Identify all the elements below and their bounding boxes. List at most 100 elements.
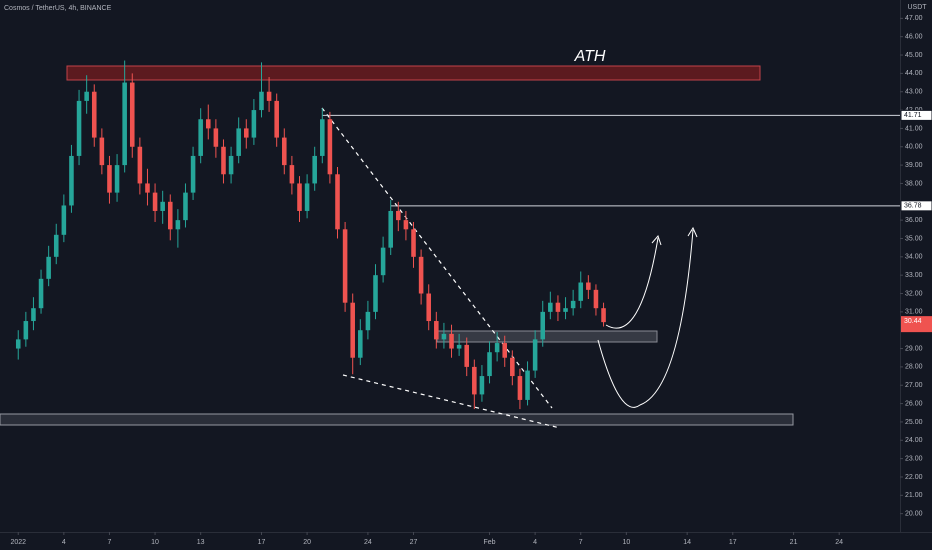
candle-body	[274, 100, 279, 138]
candle-body	[434, 321, 439, 340]
candle-body	[426, 293, 431, 322]
candle-body	[335, 174, 340, 230]
candle-body	[548, 302, 553, 312]
y-tick-label: 32.00	[905, 290, 923, 297]
candle-body	[129, 82, 135, 147]
candle-body	[221, 146, 226, 175]
y-tick-label: 31.00	[905, 309, 923, 316]
candle-body	[61, 205, 67, 235]
price-tag	[900, 200, 932, 212]
candle-body	[289, 165, 295, 184]
candle-body	[91, 91, 97, 138]
candle-body	[46, 256, 51, 279]
candle-body	[152, 192, 158, 211]
price-tag	[900, 109, 932, 121]
x-tick-label: 21	[790, 539, 798, 546]
y-tick-label: 44.00	[905, 70, 923, 77]
arrow-head	[687, 226, 698, 238]
y-tick-label: 27.00	[905, 382, 923, 389]
chart-title: Cosmos / TetherUS, 4h, BINANCE	[4, 5, 112, 12]
candle-body	[586, 282, 591, 290]
candle-body	[84, 91, 89, 101]
candle-body	[593, 289, 599, 309]
candle-body	[205, 119, 211, 129]
candle-body	[494, 343, 500, 353]
candle-body	[122, 82, 127, 166]
candle-body	[190, 155, 196, 193]
y-tick-label: 33.00	[905, 272, 923, 279]
y-tick-label: 38.00	[905, 180, 923, 187]
candle-body	[297, 183, 302, 211]
candle-body	[23, 321, 29, 340]
candle-body	[441, 333, 447, 340]
candle-body	[342, 229, 348, 303]
candle-body	[282, 137, 287, 166]
candle-body	[517, 376, 523, 400]
y-tick-label: 40.00	[905, 144, 923, 151]
candle-body	[563, 308, 568, 312]
x-tick-label: 24	[835, 539, 843, 546]
y-tick-label: 46.00	[905, 34, 923, 41]
y-tick-label: 45.00	[905, 52, 923, 59]
x-tick-label: 2022	[10, 539, 26, 546]
y-tick-label: 22.00	[905, 474, 923, 481]
y-tick-label: 21.00	[905, 492, 923, 499]
candle-body	[69, 155, 74, 206]
arrow-curve	[597, 229, 694, 408]
candle-body	[107, 165, 112, 193]
candle-body	[99, 137, 105, 166]
candle-body	[15, 339, 21, 349]
candle-body	[350, 302, 355, 358]
candle-body	[266, 91, 272, 101]
candle-body	[555, 302, 561, 312]
x-tick-label: 13	[197, 539, 205, 546]
candle-body	[525, 370, 530, 400]
ath-zone	[66, 65, 761, 81]
axis-unit: USDT	[907, 4, 927, 11]
candle-body	[145, 183, 150, 193]
candle-body	[456, 344, 462, 349]
candle-body	[373, 275, 378, 312]
price-tag-label: 41.71	[904, 112, 922, 119]
candle-body	[251, 110, 257, 138]
current-price-tag	[901, 316, 932, 333]
arrow-curve	[605, 237, 659, 329]
y-tick-label: 23.00	[905, 455, 923, 462]
y-tick-label: 47.00	[905, 15, 923, 22]
candle-body	[411, 229, 416, 257]
candle-body	[380, 247, 386, 276]
candle-body	[167, 201, 173, 230]
x-tick-label: 4	[533, 539, 537, 546]
y-tick-label: 35.00	[905, 235, 923, 242]
candle-body	[213, 128, 219, 147]
candle-body	[160, 201, 165, 211]
x-tick-label: 20	[303, 539, 311, 546]
candle-body	[403, 220, 409, 230]
candle-body	[487, 352, 492, 377]
x-tick-label: 27	[410, 539, 418, 546]
support-zone	[0, 413, 794, 426]
y-tick-label: 26.00	[905, 400, 923, 407]
candle-body	[114, 165, 120, 193]
candle-body	[183, 192, 188, 221]
candle-body	[304, 183, 310, 211]
y-tick-label: 43.00	[905, 89, 923, 96]
y-tick-label: 24.00	[905, 437, 923, 444]
arrow-head	[651, 235, 662, 246]
y-tick-label: 41.00	[905, 125, 923, 132]
y-tick-label: 39.00	[905, 162, 923, 169]
candle-body	[236, 128, 241, 156]
candle-body	[53, 234, 59, 257]
candle-body	[570, 300, 576, 309]
x-tick-label: 10	[151, 539, 159, 546]
x-tick-label: 14	[683, 539, 691, 546]
y-tick-label: 34.00	[905, 254, 923, 261]
candle-body	[449, 333, 454, 349]
candle-body	[228, 155, 234, 175]
candle-body	[38, 278, 44, 309]
x-tick-label: 17	[258, 539, 266, 546]
candle-body	[532, 339, 538, 371]
candle-body	[31, 308, 36, 322]
